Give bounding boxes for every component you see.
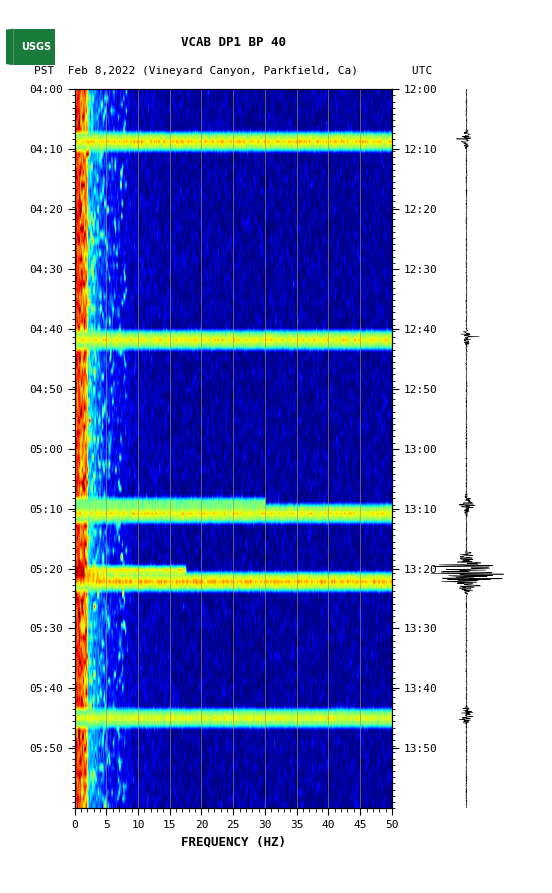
Wedge shape [0, 29, 14, 65]
Bar [14, 29, 55, 65]
Text: VCAB DP1 BP 40: VCAB DP1 BP 40 [181, 36, 286, 49]
Text: USGS: USGS [21, 42, 51, 52]
X-axis label: FREQUENCY (HZ): FREQUENCY (HZ) [181, 836, 286, 848]
Text: PST  Feb 8,2022 (Vineyard Canyon, Parkfield, Ca)        UTC: PST Feb 8,2022 (Vineyard Canyon, Parkfie… [34, 66, 432, 76]
